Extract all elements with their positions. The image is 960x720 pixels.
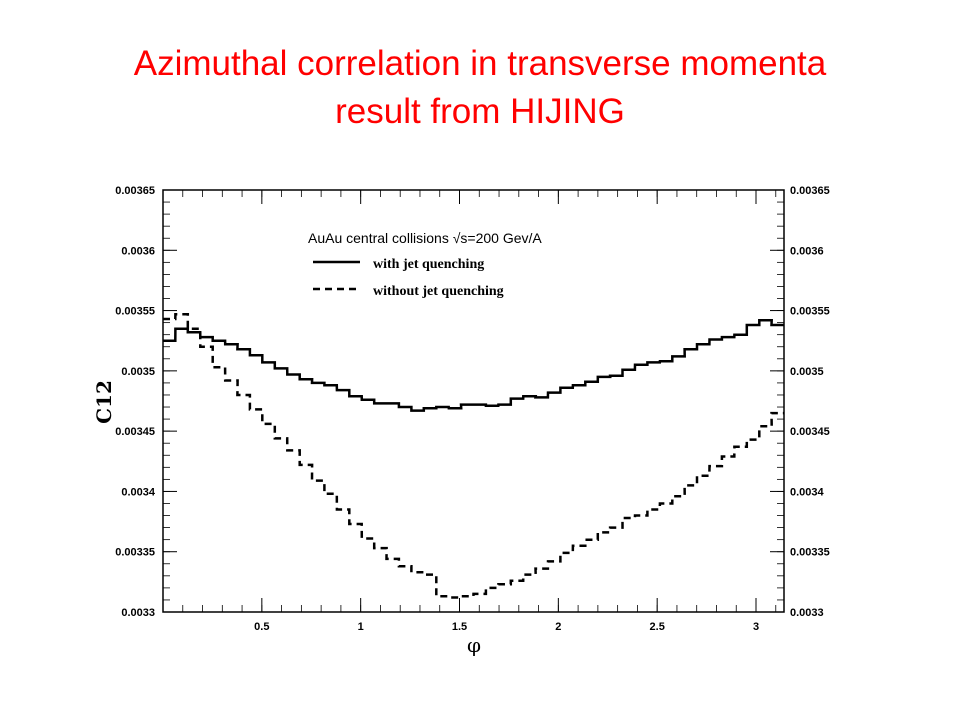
- y-tick-label-right: 0.0033: [790, 607, 824, 619]
- y-tick-label: 0.0036: [121, 245, 155, 257]
- x-axis-label: φ: [467, 633, 481, 657]
- y-tick-label-right: 0.00345: [790, 426, 830, 438]
- y-tick-label-right: 0.00355: [790, 306, 830, 318]
- y-tick-label: 0.0034: [121, 486, 156, 498]
- axis-ticks: [163, 189, 784, 613]
- slide-title-line-1: Azimuthal correlation in transverse mome…: [133, 44, 827, 83]
- y-tick-labels-left: 0.0033 0.00335 0.0034 0.00345 0.0035 0.00355 0…: [115, 185, 156, 619]
- y-tick-label: 0.0033: [121, 607, 155, 619]
- series-line-with-jet-quenching: [163, 318, 784, 412]
- x-tick-label: 3: [753, 621, 759, 633]
- legend: AuAu central collisions √s=200 Gev/A wit…: [308, 230, 542, 299]
- series-line-without-jet-quenching: [163, 312, 784, 599]
- y-tick-label: 0.00355: [115, 306, 155, 318]
- y-axis-label: C12: [92, 380, 116, 424]
- y-tick-label-right: 0.0035: [790, 366, 824, 378]
- y-tick-label-right: 0.0034: [790, 486, 825, 498]
- y-tick-label: 0.00335: [115, 547, 155, 559]
- x-tick-label: 2: [555, 621, 561, 633]
- x-tick-label: 0.5: [254, 621, 269, 633]
- y-tick-label: 0.00345: [115, 426, 155, 438]
- x-tick-label: 2.5: [650, 621, 665, 633]
- legend-label-with-quenching: with jet quenching: [373, 257, 484, 272]
- legend-header: AuAu central collisions √s=200 Gev/A: [308, 230, 542, 246]
- slide-title-line-2: result from HIJING: [335, 92, 625, 131]
- plot-frame: [162, 189, 785, 613]
- y-tick-label-right: 0.00335: [790, 547, 830, 559]
- y-tick-label-right: 0.00365: [790, 185, 830, 197]
- slide-title: Azimuthal correlation in transverse mome…: [0, 40, 960, 136]
- x-tick-label: 1.5: [452, 621, 467, 633]
- y-tick-labels-right: 0.0033 0.00335 0.0034 0.00345 0.0035 0.00355 0…: [790, 185, 830, 619]
- y-tick-label-right: 0.0036: [790, 245, 824, 257]
- y-tick-label: 0.00365: [115, 185, 155, 197]
- series-group: [163, 312, 784, 599]
- y-tick-label: 0.0035: [121, 366, 155, 378]
- legend-label-without-quenching: without jet quenching: [373, 284, 504, 299]
- x-tick-labels: 0.5 1 1.5 2 2.5 3: [254, 621, 759, 633]
- x-tick-label: 1: [358, 621, 364, 633]
